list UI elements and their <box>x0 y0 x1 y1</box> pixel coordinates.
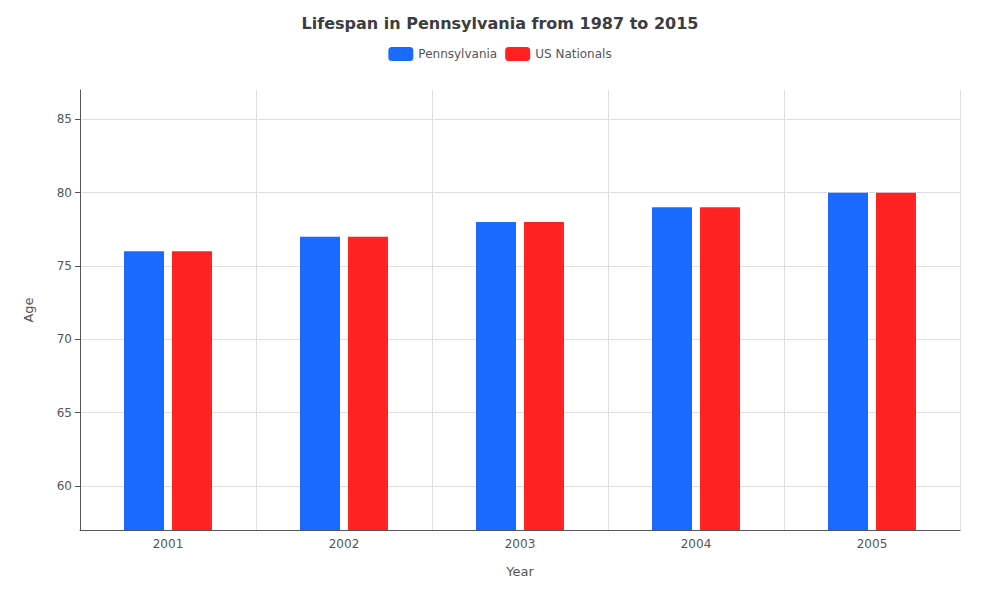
svg-text:2004: 2004 <box>681 537 712 551</box>
svg-text:2005: 2005 <box>857 537 888 551</box>
svg-text:85: 85 <box>57 112 72 126</box>
svg-text:Year: Year <box>505 564 534 579</box>
svg-text:Pennsylvania: Pennsylvania <box>418 47 497 61</box>
svg-text:65: 65 <box>57 406 72 420</box>
svg-text:Lifespan in Pennsylvania from: Lifespan in Pennsylvania from 1987 to 20… <box>302 14 699 33</box>
svg-text:75: 75 <box>57 259 72 273</box>
svg-text:80: 80 <box>57 186 72 200</box>
svg-text:US Nationals: US Nationals <box>535 47 611 61</box>
svg-text:70: 70 <box>57 332 72 346</box>
svg-text:60: 60 <box>57 479 72 493</box>
svg-text:2001: 2001 <box>153 537 184 551</box>
svg-text:Age: Age <box>21 297 36 322</box>
svg-text:2003: 2003 <box>505 537 536 551</box>
svg-text:2002: 2002 <box>329 537 360 551</box>
